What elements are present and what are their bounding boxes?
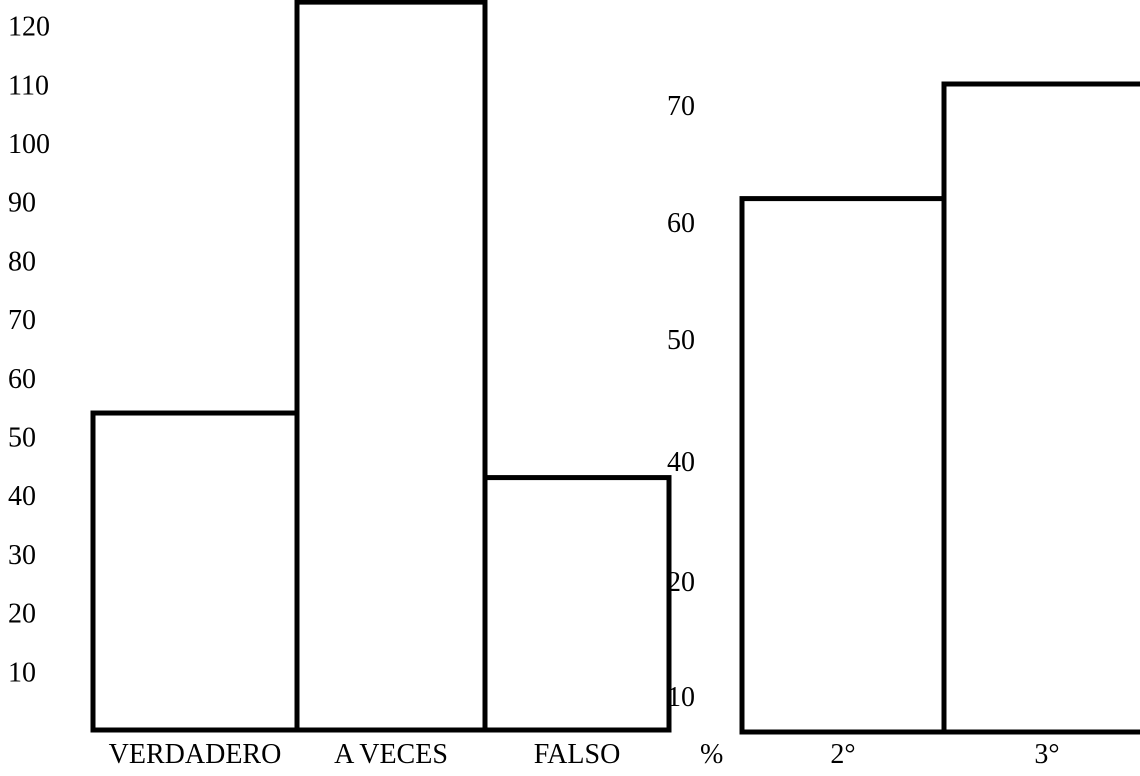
y-tick-label: 70 <box>8 305 36 336</box>
x-category-label: A VECES <box>334 739 448 770</box>
y-tick-label: 20 <box>667 567 695 598</box>
y-axis-unit-label: % <box>700 739 723 770</box>
y-tick-label: 10 <box>667 682 695 713</box>
y-tick-label: 10 <box>8 657 36 688</box>
y-tick-label: 70 <box>667 91 695 122</box>
bar-1 <box>90 410 300 733</box>
y-tick-label: 40 <box>667 447 695 478</box>
x-category-label: 3° <box>1034 739 1059 770</box>
y-tick-label: 110 <box>8 70 49 101</box>
y-tick-label: 40 <box>8 481 36 512</box>
x-category-label: VERDADERO <box>109 739 282 770</box>
y-tick-label: 50 <box>8 423 36 454</box>
y-tick-label: 50 <box>667 325 695 356</box>
chart-1: 10 20 30 40 50 60 70 80 90 100 110 120 VERDADERO A VE… <box>8 0 672 770</box>
y-tick-label: 100 <box>8 129 50 160</box>
x-category-label: FALSO <box>534 739 621 770</box>
y-tick-label: 90 <box>8 188 36 219</box>
bar-1 <box>739 196 947 735</box>
bar-2 <box>294 0 488 733</box>
y-tick-label: 120 <box>8 12 50 43</box>
bar-3 <box>482 475 672 733</box>
y-tick-label: 30 <box>8 540 36 571</box>
x-category-label: 2° <box>830 739 855 770</box>
y-tick-label: 60 <box>667 208 695 239</box>
y-tick-label: 20 <box>8 599 36 630</box>
y-tick-label: 80 <box>8 246 36 277</box>
y-tick-label: 60 <box>8 364 36 395</box>
chart-2: 10 20 40 50 60 70 2° 3° <box>667 81 1140 770</box>
bar-2 <box>941 81 1140 735</box>
